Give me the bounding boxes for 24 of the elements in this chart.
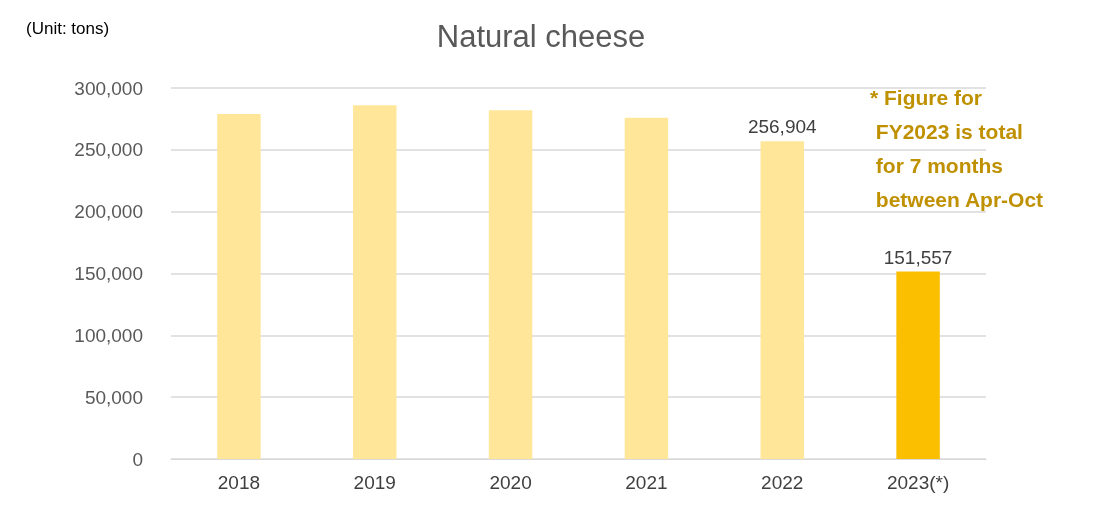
bar — [217, 113, 261, 459]
y-tick-label: 300,000 — [74, 77, 143, 99]
bar — [353, 105, 397, 459]
data-label: 256,904 — [747, 116, 818, 138]
y-tick-label: 150,000 — [74, 263, 143, 284]
y-tick-label: 0 — [132, 448, 143, 470]
y-tick-label: 250,000 — [74, 139, 143, 161]
data-label: 151,557 — [883, 246, 953, 268]
y-tick-label: 100,000 — [74, 324, 143, 346]
bar — [624, 117, 669, 459]
bar — [896, 271, 940, 459]
chart-title: Natural cheese — [436, 19, 646, 54]
x-tick-label: 2019 — [353, 472, 396, 493]
x-tick-label: 2018 — [217, 472, 261, 493]
y-tick-label: 200,000 — [74, 201, 143, 223]
bar — [760, 141, 804, 459]
y-tick-label: 50,000 — [84, 386, 143, 408]
x-tick-label: 2022 — [761, 472, 804, 493]
x-tick-label: 2020 — [489, 472, 532, 493]
x-tick-label: 2021 — [625, 472, 668, 493]
annotation: * Figure for FY2023 is total for 7 months between Apr-Oct — [870, 85, 1044, 211]
x-tick-label: 2023(*) — [886, 472, 950, 493]
bar — [488, 110, 533, 459]
text: (Unit: tons) — [26, 19, 110, 38]
